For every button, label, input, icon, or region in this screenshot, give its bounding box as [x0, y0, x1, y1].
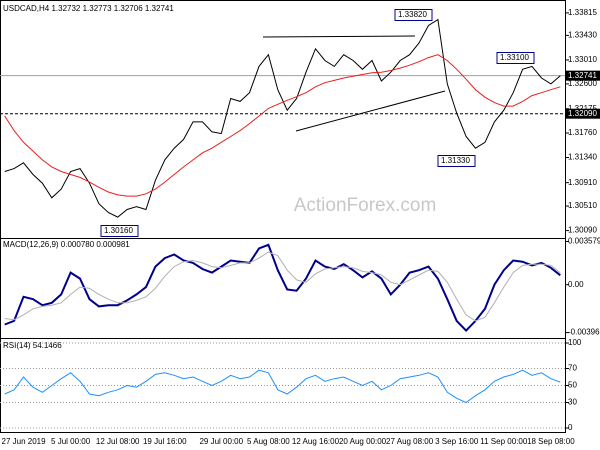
x-tick-label: 29 Jul 00:00 [199, 437, 243, 446]
annotation-box [394, 9, 433, 21]
y-tick-label: 1.30910 [568, 178, 597, 187]
x-tick-label: 18 Sep 08:00 [527, 437, 575, 446]
plot-frame [0, 0, 566, 433]
price-label-box [566, 108, 600, 119]
y-tick-label: 100 [568, 338, 582, 347]
x-tick-label: 5 Jul 00:00 [51, 437, 91, 446]
y-tick-label: 1.31340 [568, 153, 597, 162]
trendline [295, 90, 446, 132]
x-tick-label: 27 Jun 2019 [2, 437, 47, 446]
annotation-box [496, 52, 535, 64]
series-line [4, 369, 561, 404]
y-tick-label: -0.003966 [568, 328, 600, 337]
series-line [4, 54, 561, 197]
x-tick-label: 12 Jul 08:00 [96, 437, 140, 446]
y-tick-label: 1.30510 [568, 201, 597, 210]
y-tick-label: 0 [568, 423, 573, 432]
y-tick-label: 50 [568, 381, 577, 390]
series-line [4, 18, 561, 218]
price-label: 1.32741 [568, 71, 597, 80]
y-tick-label: 1.32600 [568, 79, 597, 88]
watermark: ActionForex.com [294, 195, 437, 216]
price-label: 1.32090 [568, 109, 597, 118]
indicator-title: MACD(12,26,9) 0.000780 0.000981 [3, 240, 130, 249]
y-tick-label: 1.31760 [568, 128, 597, 137]
annotation-box [437, 155, 476, 167]
annotation: 1.33820 [398, 10, 427, 19]
y-tick-label: 1.32175 [568, 104, 597, 113]
annotation: 1.31330 [441, 156, 470, 165]
y-tick-label: 70 [568, 364, 577, 373]
y-tick-label: 0.00 [568, 280, 584, 289]
annotation-box [100, 225, 139, 237]
series-line [4, 243, 561, 333]
y-tick-label: 1.33430 [568, 30, 597, 39]
y-tick-label: 0.003579 [568, 237, 600, 246]
series-line [4, 251, 561, 322]
annotation: 1.30160 [104, 226, 133, 235]
x-tick-label: 3 Sep 16:00 [435, 437, 479, 446]
x-tick-label: 5 Aug 08:00 [247, 437, 290, 446]
price-label-box [566, 70, 600, 81]
x-tick-label: 11 Sep 00:00 [480, 437, 528, 446]
x-tick-label: 12 Aug 16:00 [292, 437, 340, 446]
indicator-title: RSI(14) 54.1466 [3, 341, 62, 350]
trendline [262, 35, 416, 38]
y-tick-label: 30 [568, 398, 577, 407]
x-tick-label: 19 Jul 16:00 [143, 437, 187, 446]
annotation: 1.33100 [500, 53, 529, 62]
x-tick-label: 20 Aug 00:00 [339, 437, 387, 446]
chart-title: USDCAD,H4 1.32732 1.32773 1.32706 1.3274… [3, 4, 174, 13]
y-tick-label: 1.33815 [568, 8, 597, 17]
y-tick-label: 1.30090 [568, 226, 597, 235]
y-tick-label: 1.33010 [568, 55, 597, 64]
x-tick-label: 27 Aug 08:00 [386, 437, 434, 446]
